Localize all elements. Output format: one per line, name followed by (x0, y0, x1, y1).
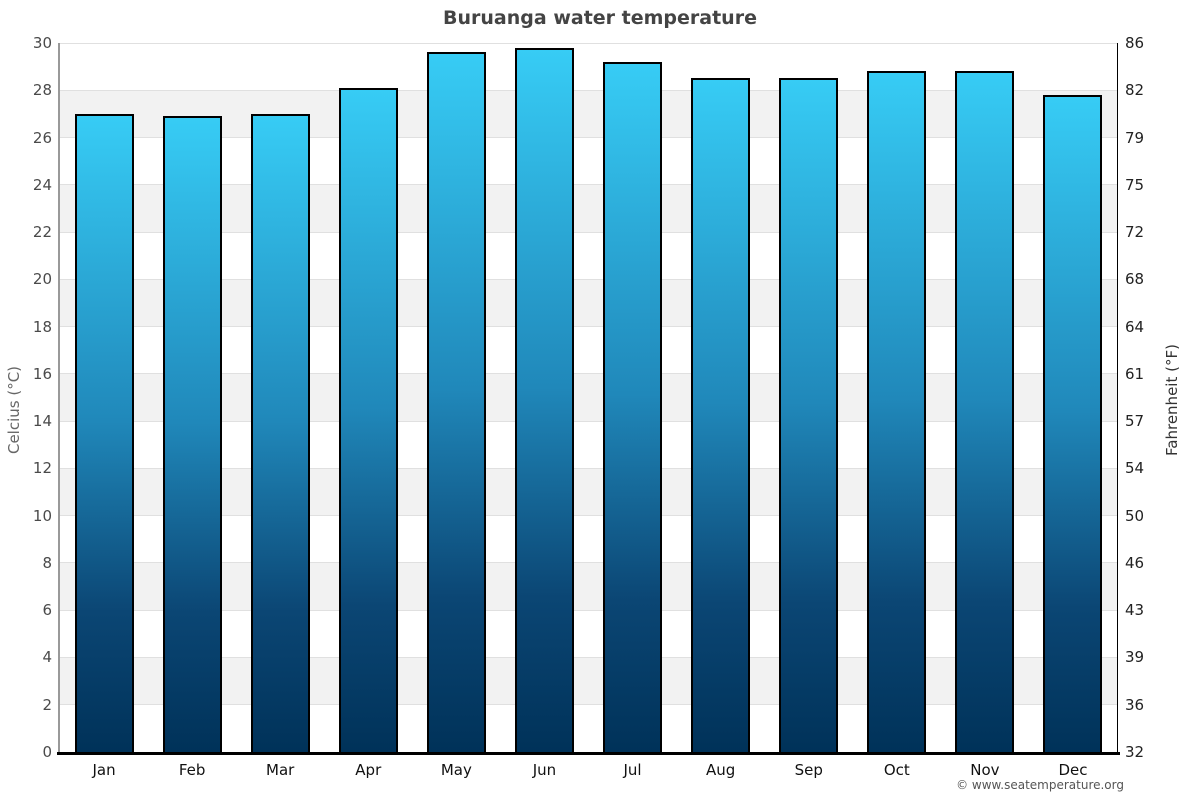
x-tick-label-nov: Nov (970, 761, 1000, 779)
gridline (60, 137, 1117, 139)
x-axis-line (57, 752, 1120, 755)
x-tick-label-apr: Apr (355, 761, 382, 779)
y-tick-label-celsius: 2 (42, 695, 52, 714)
plot-band (60, 43, 1117, 91)
y-tick-label-celsius: 28 (32, 81, 52, 100)
y-tick-label-fahrenheit: 46 (1125, 553, 1145, 572)
plot-band (60, 657, 1117, 705)
y-tick-label-celsius: 0 (42, 743, 52, 761)
plot-band (60, 421, 1117, 469)
bar-aug[interactable] (691, 78, 751, 752)
plot-band (60, 562, 1117, 611)
gridline (60, 704, 1117, 706)
y-tick-label-celsius: 8 (42, 553, 52, 572)
y-tick-label-fahrenheit: 79 (1125, 128, 1145, 147)
x-tick-label-may: May (440, 761, 472, 779)
left-axis-line (58, 43, 60, 752)
attribution-link[interactable]: © www.seatemperature.org (956, 778, 1124, 792)
gridline (60, 42, 1117, 44)
y-tick-label-fahrenheit: 43 (1125, 601, 1145, 620)
y-tick-label-celsius: 20 (32, 270, 52, 289)
bar-jun[interactable] (514, 47, 574, 752)
plot-band (60, 468, 1117, 516)
plot-band (60, 90, 1117, 138)
plot-band (60, 137, 1117, 185)
bar-nov[interactable] (955, 71, 1015, 752)
gridline (60, 467, 1117, 469)
bar-mar[interactable] (250, 113, 310, 752)
y-tick-label-fahrenheit: 57 (1125, 412, 1145, 431)
y-tick-label-fahrenheit: 82 (1125, 81, 1145, 100)
x-tick-label-dec: Dec (1058, 761, 1088, 779)
y-tick-label-celsius: 12 (32, 459, 52, 478)
bar-may[interactable] (426, 52, 486, 752)
gridline (60, 326, 1117, 328)
y-tick-label-celsius: 22 (32, 223, 52, 242)
bar-jan[interactable] (74, 113, 134, 752)
x-tick-label-jun: Jun (532, 761, 557, 779)
gridline (60, 278, 1117, 280)
plot-band (60, 232, 1117, 280)
y-tick-label-fahrenheit: 50 (1125, 506, 1145, 525)
y-axis-title-fahrenheit: Fahrenheit (°F) (1163, 344, 1181, 456)
x-tick-label-mar: Mar (266, 761, 295, 779)
y-tick-label-fahrenheit: 68 (1125, 270, 1145, 289)
x-tick-label-oct: Oct (883, 761, 910, 779)
x-tick-label-aug: Aug (705, 761, 736, 779)
bar-sep[interactable] (779, 78, 839, 752)
y-tick-label-fahrenheit: 54 (1125, 459, 1145, 478)
y-tick-label-fahrenheit: 75 (1125, 175, 1145, 194)
y-tick-label-celsius: 4 (42, 648, 52, 667)
gridline (60, 656, 1117, 658)
plot-band (60, 279, 1117, 327)
y-tick-label-celsius: 26 (32, 128, 52, 147)
plot-band (60, 704, 1117, 752)
gridline (60, 562, 1117, 564)
y-tick-label-fahrenheit: 86 (1125, 34, 1145, 52)
y-tick-label-celsius: 6 (42, 601, 52, 620)
plot-band (60, 515, 1117, 563)
y-tick-label-fahrenheit: 64 (1125, 317, 1145, 336)
x-tick-label-jan: Jan (92, 761, 116, 779)
bar-feb[interactable] (162, 116, 222, 752)
gridline (60, 420, 1117, 422)
plot-band (60, 610, 1117, 658)
gridline (60, 515, 1117, 517)
x-tick-label-jul: Jul (623, 761, 642, 779)
y-tick-label-celsius: 30 (32, 34, 52, 52)
y-tick-label-celsius: 16 (32, 364, 52, 383)
gridline (60, 231, 1117, 233)
plot-band (60, 373, 1117, 422)
right-axis-line (1117, 43, 1118, 752)
y-tick-label-fahrenheit: 32 (1125, 743, 1145, 761)
bar-dec[interactable] (1043, 94, 1103, 752)
gridline (60, 89, 1117, 91)
x-tick-label-feb: Feb (178, 761, 206, 779)
y-tick-label-celsius: 24 (32, 175, 52, 194)
y-tick-label-fahrenheit: 36 (1125, 695, 1145, 714)
x-tick-label-sep: Sep (794, 761, 823, 779)
y-tick-label-fahrenheit: 72 (1125, 223, 1145, 242)
bar-apr[interactable] (338, 87, 398, 752)
y-tick-label-celsius: 14 (32, 412, 52, 431)
bar-oct[interactable] (867, 71, 927, 752)
bar-jul[interactable] (603, 61, 663, 752)
plot-band (60, 326, 1117, 374)
y-tick-label-celsius: 10 (32, 506, 52, 525)
gridline (60, 609, 1117, 611)
gridline (60, 373, 1117, 375)
y-tick-label-celsius: 18 (32, 317, 52, 336)
gridline (60, 184, 1117, 186)
chart-title: Buruanga water temperature (443, 7, 757, 29)
plot-band (60, 184, 1117, 233)
y-tick-label-fahrenheit: 61 (1125, 364, 1145, 383)
y-tick-label-fahrenheit: 39 (1125, 648, 1145, 667)
